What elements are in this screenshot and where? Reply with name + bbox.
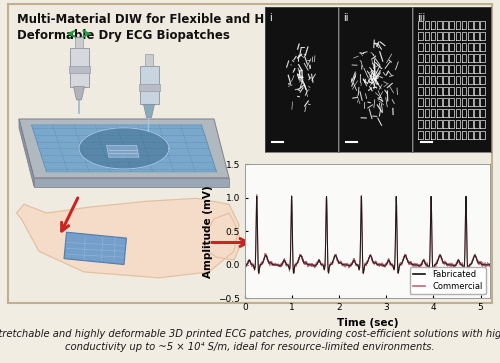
Polygon shape [145,54,153,66]
Text: 1 cm: 1 cm [463,132,485,142]
Polygon shape [16,198,239,278]
Polygon shape [79,128,169,169]
Polygon shape [19,119,229,178]
Polygon shape [138,84,160,91]
Polygon shape [70,48,88,87]
Polygon shape [32,125,216,172]
Y-axis label: Amplitude (mV): Amplitude (mV) [202,185,212,278]
Polygon shape [34,178,229,187]
Polygon shape [68,66,89,73]
Text: ii: ii [342,13,348,23]
Text: Stretchable and highly deformable 3D printed ECG patches, providing cost-efficie: Stretchable and highly deformable 3D pri… [0,329,500,352]
Polygon shape [75,37,83,48]
Legend: Fabricated, Commercial: Fabricated, Commercial [410,267,486,294]
Polygon shape [64,232,126,265]
Polygon shape [106,146,139,157]
Polygon shape [204,213,242,260]
Polygon shape [140,66,158,104]
Text: i: i [268,13,272,23]
Polygon shape [144,104,154,118]
Polygon shape [74,87,85,100]
X-axis label: Time (sec): Time (sec) [337,318,398,328]
Polygon shape [19,119,34,187]
Text: iii: iii [417,13,425,23]
Text: Multi-Material DIW for Flexible and Highly
Deformable Dry ECG Biopatches: Multi-Material DIW for Flexible and High… [17,13,297,42]
